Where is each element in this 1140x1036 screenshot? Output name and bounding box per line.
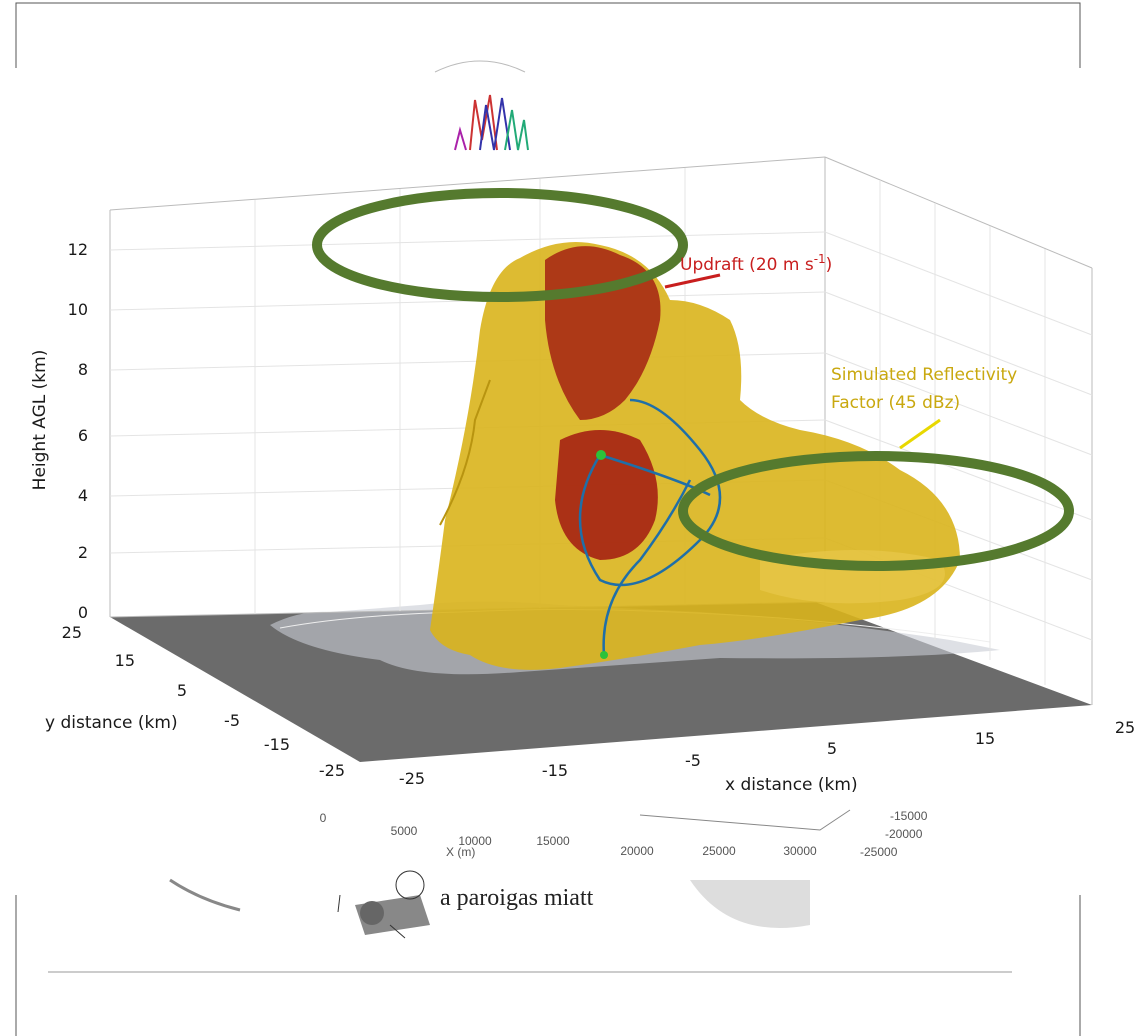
x-tick-label: -15 [542, 761, 568, 780]
fragment-tick: 15000 [536, 834, 570, 848]
page-frame [15, 2, 1081, 1036]
fragment-tick: 0 [320, 811, 327, 825]
fragment-tick: -20000 [885, 827, 923, 841]
y-tick-label: 15 [115, 651, 135, 670]
reflectivity-label: Simulated Reflectivity [831, 365, 1017, 385]
x-axis-label: x distance (km) [725, 775, 858, 795]
fragment-tick: -15000 [890, 809, 928, 823]
z-tick-label: 4 [78, 486, 88, 505]
z-tick-label: 0 [78, 603, 88, 622]
y-tick-label: 25 [62, 623, 82, 642]
updraft-superscript: -1 [814, 252, 826, 266]
trajectory-end [600, 651, 608, 659]
updraft-text: Updraft (20 m s [680, 255, 814, 275]
y-tick-label: 5 [177, 681, 187, 700]
updraft-close: ) [826, 255, 833, 275]
fragment-x-label: X (m) [446, 845, 475, 859]
plot-3d [109, 156, 1093, 762]
x-tick-label: -25 [399, 769, 425, 788]
updraft-lower [555, 430, 658, 560]
highlight-ellipse [678, 451, 1074, 571]
fragment-tick: -25000 [860, 845, 898, 859]
fragment-text: X (m) a paroigas miatt [440, 845, 594, 911]
fragment-top [434, 60, 529, 151]
plot-labels: Height AGL (km) y distance (km) x distan… [30, 252, 1017, 795]
updraft-label: Updraft (20 m s-1) [680, 252, 832, 275]
y-tick-label: -15 [264, 735, 290, 754]
z-tick-label: 12 [68, 240, 88, 259]
z-tick-label: 8 [78, 360, 88, 379]
z-axis-label: Height AGL (km) [30, 350, 50, 491]
y-tick-label: -25 [319, 761, 345, 780]
x-tick-label: 5 [827, 739, 837, 758]
x-tick-label: 15 [975, 729, 995, 748]
fragment-bottom [169, 809, 851, 939]
fragment-tick: 10000 [458, 834, 492, 848]
fragment-tick: 25000 [702, 844, 736, 858]
trajectory-start [596, 450, 606, 460]
reflectivity-label: Factor (45 dBz) [831, 393, 960, 413]
z-tick-label: 10 [68, 300, 88, 319]
z-tick-label: 6 [78, 426, 88, 445]
fragment-tick: 5000 [391, 824, 418, 838]
fragment-tick: 20000 [620, 844, 654, 858]
y-tick-label: -5 [224, 711, 240, 730]
x-tick-label: 25 [1115, 718, 1135, 737]
fragment-caption: a paroigas miatt [440, 885, 594, 911]
highlight-ellipse [312, 188, 688, 302]
fragment-tick: 30000 [783, 844, 817, 858]
z-tick-label: 2 [78, 543, 88, 562]
y-axis-label: y distance (km) [45, 713, 178, 733]
x-tick-label: -5 [685, 751, 701, 770]
